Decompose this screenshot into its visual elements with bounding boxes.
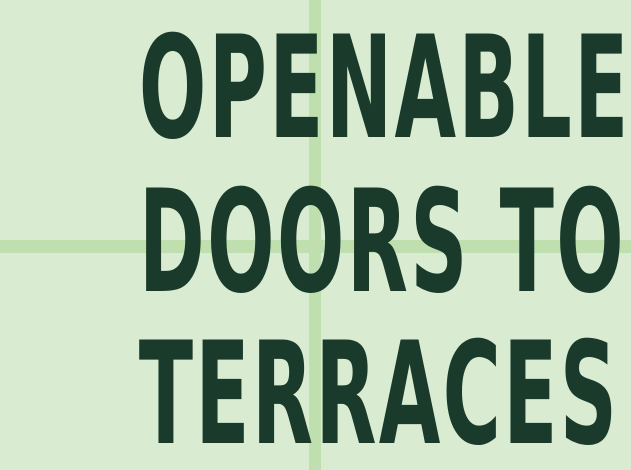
vertical-grid-line xyxy=(309,0,321,470)
headline-line-2: DOORS TO xyxy=(138,160,626,325)
horizontal-grid-line xyxy=(0,240,631,253)
headline-line-1: OPENABLE xyxy=(138,6,631,171)
headline-line-3: TERRACES xyxy=(138,312,620,470)
